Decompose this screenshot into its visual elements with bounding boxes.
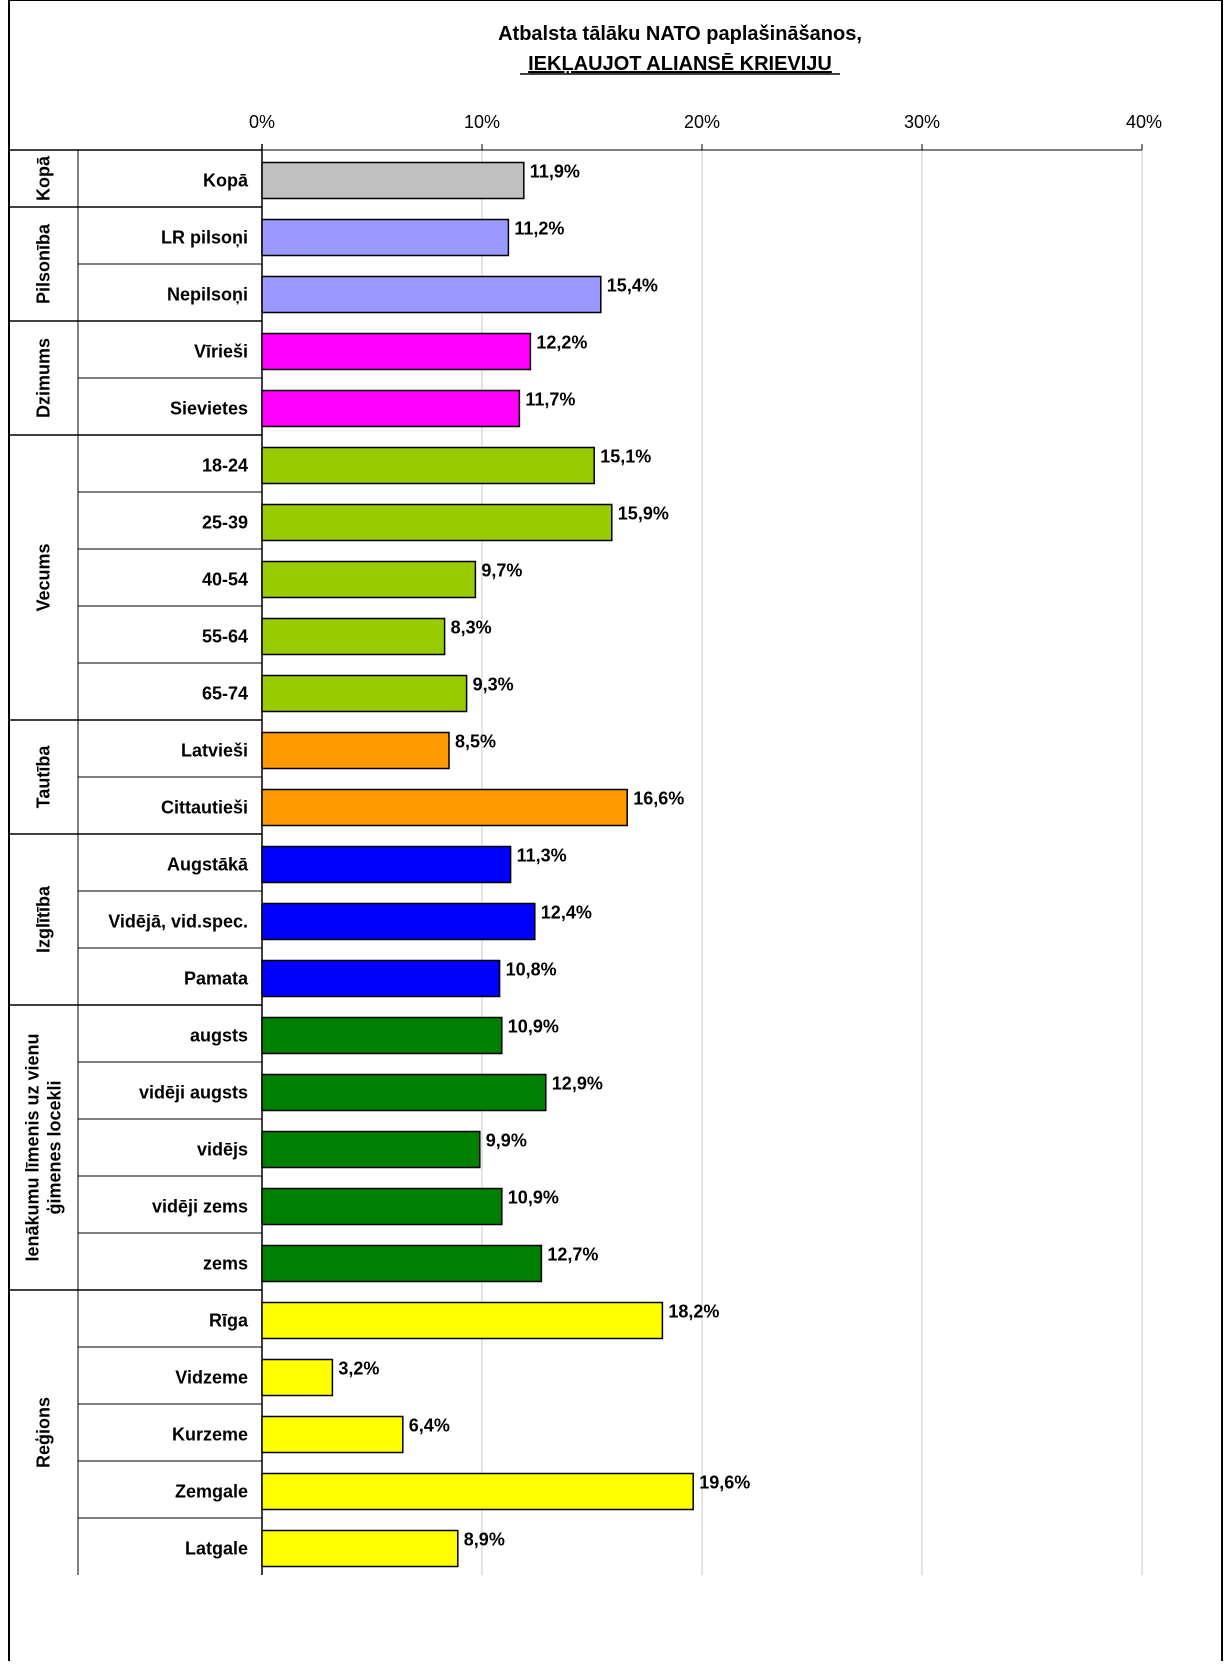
chart-border	[8, 0, 1223, 1666]
value-label: 10,9%	[508, 1017, 559, 1037]
value-label: 10,9%	[508, 1188, 559, 1208]
value-label: 11,7%	[525, 390, 575, 410]
category-label: zems	[203, 1254, 248, 1274]
chart-title-line1: Atbalsta tālāku NATO paplašināšanos,	[498, 23, 862, 45]
group-label: Pilsonība	[34, 223, 54, 304]
category-label: 18-24	[202, 456, 248, 476]
group-label: Reģions	[34, 1397, 54, 1468]
category-label: Kopā	[203, 171, 249, 191]
category-label: Rīga	[209, 1311, 249, 1331]
group-label-line: ģimenes locekli	[45, 1080, 65, 1214]
value-label: 11,3%	[517, 846, 567, 866]
value-label: 12,9%	[552, 1074, 603, 1094]
chart-title-line2: IEKĻAUJOT ALIANSĒ KRIEVIJU	[528, 53, 832, 75]
category-label: Nepilsoņi	[167, 285, 248, 305]
x-tick-label: 0%	[249, 112, 275, 132]
value-label: 11,2%	[514, 219, 564, 239]
bar	[261, 332, 532, 371]
value-label: 12,4%	[541, 903, 592, 923]
value-label: 8,3%	[451, 618, 492, 638]
value-label: 3,2%	[338, 1359, 379, 1379]
value-label: 15,4%	[607, 276, 658, 296]
x-tick-label: 20%	[684, 112, 720, 132]
bar	[261, 1472, 694, 1511]
value-label: 12,7%	[547, 1245, 598, 1265]
value-label: 10,8%	[506, 960, 557, 980]
labels-layer: Kopā Kopā 11,9% Pilsonība LR pilsoņi 11,2% Nep…	[23, 155, 751, 1558]
bar	[261, 1358, 334, 1397]
value-label: 16,6%	[633, 789, 684, 809]
bar	[261, 1301, 664, 1340]
category-label: vidējs	[197, 1140, 248, 1160]
category-label: Vidzeme	[175, 1368, 248, 1388]
bar	[261, 788, 628, 827]
bar	[261, 1016, 503, 1055]
value-label: 19,6%	[699, 1473, 750, 1493]
category-label: Augstākā	[167, 855, 249, 875]
bar	[261, 1073, 547, 1112]
bar	[261, 617, 446, 656]
value-label: 11,9%	[530, 162, 580, 182]
bar	[261, 1187, 503, 1226]
category-label: Zemgale	[175, 1482, 248, 1502]
bar	[261, 1130, 481, 1169]
group-label: Kopā	[34, 155, 54, 201]
category-label: Sievietes	[170, 399, 248, 419]
group-label: Vecums	[34, 543, 54, 611]
value-label: 18,2%	[668, 1302, 719, 1322]
category-label: LR pilsoņi	[161, 228, 248, 248]
bar	[261, 959, 501, 998]
value-label: 8,9%	[464, 1530, 505, 1550]
bar	[261, 845, 512, 884]
value-label: 15,1%	[600, 447, 651, 467]
bar	[261, 218, 510, 257]
category-label: Latgale	[185, 1539, 248, 1559]
category-label: 25-39	[202, 513, 248, 533]
category-label: Vidējā, vid.spec.	[108, 912, 248, 932]
bar	[261, 731, 450, 770]
category-label: 40-54	[202, 570, 248, 590]
bar	[261, 446, 595, 485]
category-label: 65-74	[202, 684, 248, 704]
group-label: Izglītība	[34, 885, 54, 953]
value-label: 15,9%	[618, 504, 669, 524]
bar	[261, 1244, 543, 1283]
bar	[261, 161, 525, 200]
category-label: Pamata	[184, 969, 249, 989]
bar	[261, 560, 477, 599]
value-label: 6,4%	[409, 1416, 450, 1436]
bar	[261, 674, 468, 713]
category-label: augsts	[190, 1026, 248, 1046]
category-label: Latvieši	[181, 741, 248, 761]
group-label-line: Ienākumu līmenis uz vienu	[23, 1033, 43, 1261]
category-label: Cittautieši	[161, 798, 248, 818]
x-tick-label: 40%	[1126, 112, 1162, 132]
bar	[261, 275, 602, 314]
group-label: Tautība	[34, 745, 54, 809]
bar	[261, 1529, 459, 1568]
bars-layer	[261, 161, 694, 1568]
category-label: vidēji zems	[152, 1197, 248, 1217]
group-label: Ienākumu līmenis uz vienu ģimenes locekli	[23, 1033, 65, 1261]
bar	[261, 503, 613, 542]
category-label: 55-64	[202, 627, 248, 647]
group-label: Dzimums	[34, 338, 54, 418]
x-tick-label: 30%	[904, 112, 940, 132]
bar	[261, 902, 536, 941]
value-label: 9,3%	[473, 675, 514, 695]
value-label: 8,5%	[455, 732, 496, 752]
category-label: Vīrieši	[194, 342, 248, 362]
category-label: Kurzeme	[172, 1425, 248, 1445]
x-tick-label: 10%	[464, 112, 500, 132]
value-label: 9,7%	[481, 561, 522, 581]
value-label: 9,9%	[486, 1131, 527, 1151]
value-label: 12,2%	[536, 333, 587, 353]
category-label: vidēji augsts	[139, 1083, 248, 1103]
bar	[261, 389, 521, 428]
bar	[261, 1415, 404, 1454]
